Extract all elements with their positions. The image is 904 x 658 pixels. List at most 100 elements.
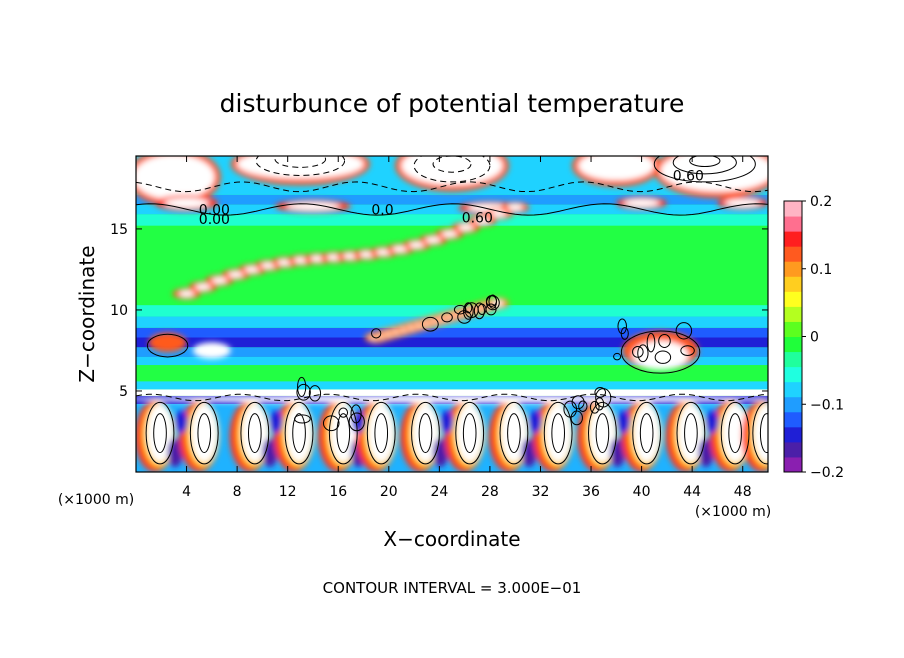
x-axis-label: X−coordinate [383, 527, 520, 551]
contour-line [594, 387, 606, 398]
colorbar-swatch [784, 351, 802, 368]
contour-line [284, 401, 314, 465]
colorbar-swatch [784, 366, 802, 383]
x-tick-label: 28 [481, 484, 499, 500]
contour-line [752, 401, 768, 465]
contour-line [255, 156, 346, 176]
field-blob [190, 403, 218, 463]
colorbar-swatch [784, 381, 802, 398]
contour-line [632, 346, 644, 358]
colorbar-tick-label: 0.1 [810, 262, 832, 278]
field-band [136, 365, 768, 382]
contour-line [680, 345, 695, 356]
chart-title: disturbunce of potential temperature [220, 89, 685, 118]
field-blob [136, 156, 215, 200]
x-tick-label: 20 [380, 484, 398, 500]
contour-line [658, 333, 671, 348]
field-blob [725, 199, 761, 207]
colorbar-swatch [784, 441, 802, 458]
field-blob [286, 202, 340, 211]
contour-line [728, 413, 742, 454]
x-tick-label: 8 [233, 484, 242, 500]
field-blob [401, 156, 503, 186]
contour-line [617, 318, 627, 335]
colorbar-swatch [784, 306, 802, 322]
y-tick-label: 15 [110, 222, 128, 238]
colorbar-tick-label: −0.1 [810, 397, 844, 413]
contour-line [350, 404, 362, 424]
contour-line [411, 401, 440, 465]
contour-line [551, 413, 565, 454]
field-blob [148, 332, 187, 353]
contour-line [507, 413, 521, 454]
field-blob [610, 437, 626, 468]
contour-line [441, 312, 453, 323]
field-blob [136, 395, 768, 404]
contour-line [637, 344, 649, 363]
contour-label: 0.60 [673, 168, 704, 184]
contour-line [418, 413, 433, 454]
contour-line [348, 412, 365, 432]
contour-line [646, 332, 656, 353]
field-blob [706, 410, 719, 434]
field-blob [412, 403, 439, 463]
field-blob [458, 224, 474, 231]
colorbar-swatch [784, 261, 802, 277]
contour-line [296, 383, 311, 401]
field-band [136, 381, 768, 390]
colorbar-swatch [784, 291, 802, 307]
field-blob [409, 241, 425, 249]
field-blob [285, 403, 313, 463]
contour-line [308, 385, 322, 402]
contour-label: 0.00 [199, 202, 230, 218]
contour-line [146, 333, 189, 358]
contour-line [294, 414, 311, 424]
y-axis-label: Z−coordinate [75, 245, 99, 382]
contour-line [197, 413, 212, 454]
x-axis-unit-left: (×1000 m) [58, 492, 134, 508]
field-band [136, 194, 768, 205]
x-tick-label: 24 [430, 484, 448, 500]
field-blob [521, 437, 537, 468]
contour-interval-note: CONTOUR INTERVAL = 3.000E−01 [323, 579, 582, 597]
field-blob [175, 410, 188, 434]
contour-line [595, 413, 610, 454]
contour-line [684, 413, 698, 454]
contour-line [759, 413, 768, 454]
contour-line [413, 156, 491, 183]
colorbar-swatch [784, 201, 802, 217]
field-blob [192, 342, 231, 359]
contour-line [297, 376, 307, 397]
contour-line [247, 413, 262, 454]
contour-line [136, 181, 768, 193]
contour-line [588, 401, 617, 465]
contour-line [654, 350, 672, 364]
contour-line [338, 407, 349, 418]
field-band [136, 214, 768, 226]
colorbar-swatch [784, 276, 802, 292]
x-tick-label: 40 [633, 484, 651, 500]
contour-line [571, 395, 585, 410]
contour-line [462, 413, 477, 454]
contour-line [457, 310, 472, 324]
colorbar-tick-label: 0 [810, 330, 819, 346]
colorbar-swatch [784, 321, 802, 337]
contour-line [613, 352, 622, 361]
contour-label: 0.0 [371, 202, 393, 218]
colorbar-swatch [784, 231, 802, 247]
contour-line [421, 316, 439, 332]
field-band [136, 327, 768, 338]
field-blob [529, 410, 542, 434]
contour-line [689, 156, 721, 168]
x-tick-label: 48 [734, 484, 752, 500]
contour-labels: 0.60 0.000.00 0.0 0.60 [199, 168, 704, 228]
contour-line [366, 401, 396, 465]
contour-line [432, 156, 472, 173]
x-tick-label: 12 [279, 484, 297, 500]
field-blob [269, 410, 283, 434]
x-tick-label: 44 [683, 484, 701, 500]
x-tick-label: 16 [329, 484, 347, 500]
contour-line [374, 413, 389, 454]
contour-line [473, 302, 485, 320]
contour-label: 0.60 [462, 211, 493, 227]
